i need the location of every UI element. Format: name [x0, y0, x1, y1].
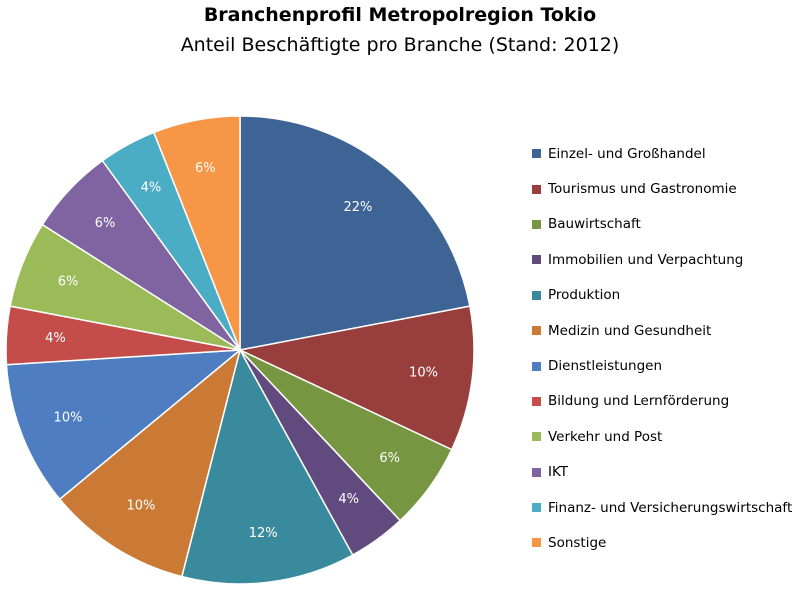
legend-label: Bildung und Lernförderung: [548, 393, 730, 410]
legend-swatch: [532, 361, 541, 371]
legend-item: IKT: [532, 455, 800, 490]
legend-label: Einzel- und Großhandel: [548, 145, 706, 162]
legend-swatch: [532, 219, 541, 229]
slice-data-label: 4%: [338, 492, 359, 507]
pie-slice: [58, 347, 242, 578]
legend-label: IKT: [548, 464, 569, 481]
pie-slice: [180, 347, 354, 585]
slice-data-label: 4%: [141, 180, 162, 195]
slice-data-label: 6%: [379, 451, 400, 466]
legend-item: Sonstige: [532, 525, 800, 560]
legend-swatch: [532, 503, 541, 513]
legend-swatch: [532, 396, 541, 406]
legend-swatch: [532, 467, 541, 477]
legend-swatch: [532, 326, 541, 336]
legend-label: Produktion: [548, 287, 621, 304]
chart-subtitle: Anteil Beschäftigte pro Branche (Stand: …: [180, 34, 620, 56]
slice-data-label: 10%: [409, 366, 438, 381]
slice-data-label: 6%: [58, 274, 79, 289]
legend-swatch: [532, 184, 541, 194]
legend-item: Finanz- und Versicherungswirtschaft: [532, 490, 800, 525]
slice-data-label: 4%: [45, 331, 66, 346]
legend-label: Sonstige: [548, 534, 607, 551]
legend-item: Einzel- und Großhandel: [532, 136, 800, 171]
legend-item: Tourismus und Gastronomie: [532, 171, 800, 206]
chart-title: Branchenprofil Metropolregion Tokio: [203, 4, 597, 26]
slice-data-label: 22%: [343, 200, 372, 215]
legend-item: Immobilien und Verpachtung: [532, 242, 800, 277]
pie-slice: [152, 115, 241, 351]
legend-label: Dienstleistungen: [548, 358, 663, 375]
legend-item: Bauwirtschaft: [532, 207, 800, 242]
pie-slice: [239, 115, 471, 351]
legend-label: Medizin und Gesundheit: [548, 322, 712, 339]
legend-swatch: [532, 255, 541, 265]
legend-swatch: [532, 432, 541, 442]
slice-data-label: 10%: [126, 499, 155, 514]
legend-swatch: [532, 290, 541, 300]
legend-item: Dienstleistungen: [532, 348, 800, 383]
pie-slice: [237, 305, 475, 451]
pie-slice: [5, 349, 243, 501]
legend-swatch: [532, 538, 541, 548]
legend-item: Verkehr und Post: [532, 419, 800, 454]
legend-label: Finanz- und Versicherungswirtschaft: [548, 499, 793, 516]
legend-item: Produktion: [532, 278, 800, 313]
chart-legend: Einzel- und Großhandel Tourismus und Gast…: [532, 136, 800, 561]
legend-label: Verkehr und Post: [548, 428, 663, 445]
slice-data-label: 12%: [249, 526, 278, 541]
slice-data-label: 6%: [195, 161, 216, 176]
legend-label: Bauwirtschaft: [548, 216, 641, 233]
legend-item: Medizin und Gesundheit: [532, 313, 800, 348]
legend-label: Tourismus und Gastronomie: [548, 181, 737, 198]
legend-label: Immobilien und Verpachtung: [548, 251, 744, 268]
slice-data-label: 10%: [54, 411, 83, 426]
slice-data-label: 6%: [95, 216, 116, 231]
legend-item: Bildung und Lernförderung: [532, 384, 800, 419]
legend-swatch: [532, 149, 541, 159]
